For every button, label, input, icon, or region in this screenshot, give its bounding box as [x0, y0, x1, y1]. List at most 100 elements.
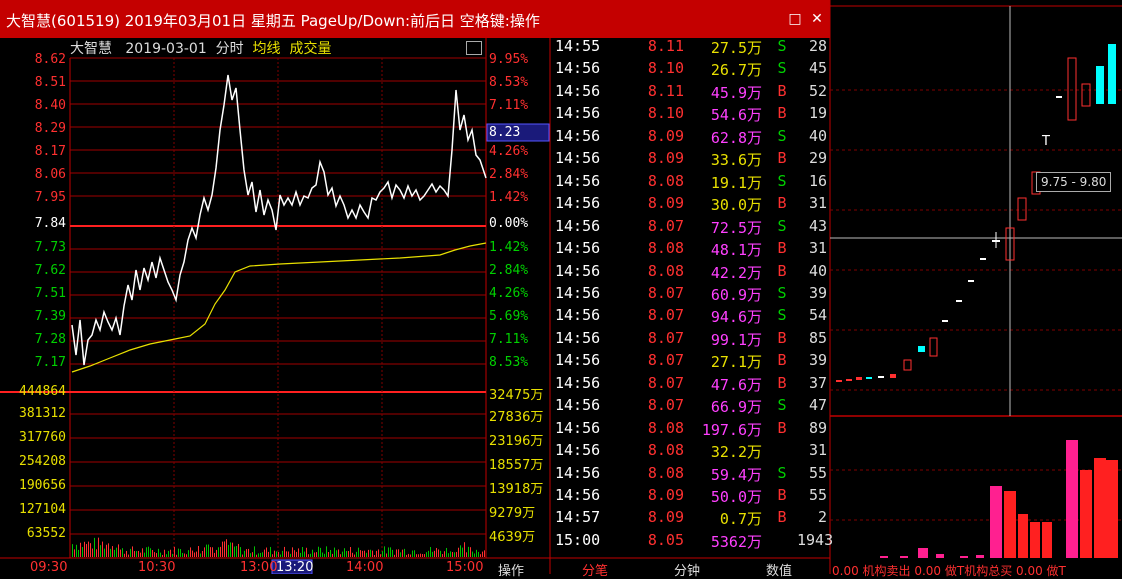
tick-price: 8.05	[647, 530, 684, 549]
price-label-left: 8.06	[34, 167, 66, 182]
tick-time: 14:57	[555, 508, 601, 527]
volume-label-right: 32475万	[489, 388, 544, 403]
current-price-tag: 8.23	[489, 125, 521, 140]
tick-volume: 47.6万	[710, 375, 762, 394]
tick-price: 8.07	[647, 373, 684, 392]
price-label-left: 7.73	[34, 240, 66, 255]
tick-price: 8.07	[647, 396, 684, 415]
tab-ticks[interactable]: 分笔	[582, 564, 609, 579]
tick-count: 45	[808, 59, 827, 78]
tick-time: 14:56	[555, 418, 601, 437]
tick-volume: 45.9万	[710, 83, 762, 102]
tick-price: 8.07	[647, 306, 684, 325]
volume-label-right: 9279万	[489, 506, 536, 521]
tick-side: B	[777, 328, 787, 347]
tick-volume: 94.6万	[710, 308, 762, 327]
kline-t-marker: T	[1042, 134, 1050, 149]
tick-side: S	[777, 171, 787, 190]
tick-volume: 30.0万	[710, 196, 762, 215]
tick-count: 28	[808, 37, 827, 55]
tick-count: 2	[817, 508, 827, 527]
kline-volume-bars	[880, 440, 1118, 558]
tick-count: 52	[808, 81, 827, 100]
tick-time: 15:00	[555, 530, 601, 549]
tick-count: 31	[808, 239, 827, 258]
tick-volume: 60.9万	[710, 285, 762, 304]
tick-count: 29	[808, 149, 827, 168]
time-label-1030: 10:30	[138, 560, 176, 575]
tick-side: B	[777, 239, 787, 258]
tick-volume: 59.4万	[710, 465, 762, 484]
tick-volume: 66.9万	[710, 398, 762, 417]
tick-price: 8.11	[647, 81, 684, 100]
tab-value[interactable]: 数值	[766, 564, 793, 579]
tick-price: 8.07	[647, 283, 684, 302]
tick-price: 8.09	[647, 486, 684, 504]
tick-count: 55	[808, 486, 827, 504]
price-label-left: 8.29	[34, 121, 66, 136]
tab-operate[interactable]: 操作	[498, 564, 525, 579]
tick-volume: 48.1万	[710, 241, 762, 260]
tick-price: 8.09	[647, 508, 684, 527]
tick-volume: 5362万	[710, 532, 762, 551]
tick-volume: 26.7万	[710, 61, 762, 80]
restore-button[interactable]: □	[788, 11, 802, 27]
price-label-left: 7.84	[34, 216, 66, 231]
tick-volume: 32.2万	[710, 443, 762, 462]
tick-price: 8.08	[647, 463, 684, 482]
tick-volume: 27.5万	[710, 39, 762, 57]
tick-side: S	[777, 306, 787, 325]
tick-side: S	[777, 59, 787, 78]
tick-time: 14:56	[555, 351, 601, 370]
tab-minute[interactable]: 分钟	[674, 564, 701, 579]
tick-side: B	[777, 508, 787, 527]
price-label-left: 8.51	[34, 75, 66, 90]
volume-label-left: 381312	[19, 406, 66, 421]
tick-price: 8.09	[647, 126, 684, 145]
tick-price: 8.08	[647, 239, 684, 258]
percent-label-right: 2.84%	[489, 263, 529, 278]
tick-time: 14:56	[555, 194, 601, 213]
percent-label-right: 9.95%	[489, 52, 529, 67]
tick-price: 8.11	[647, 37, 684, 55]
tick-volume: 197.6万	[701, 420, 762, 439]
vwap-legend: 均线	[252, 41, 281, 57]
chart-header: 大智慧 2019-03-01 分时 均线 成交量	[70, 38, 331, 58]
percent-label-right: 0.00%	[489, 216, 529, 231]
volume-label-left: 63552	[26, 526, 66, 541]
tick-time: 14:55	[555, 37, 601, 55]
tick-time: 14:56	[555, 126, 601, 145]
volume-label-right: 18557万	[489, 458, 544, 473]
time-label-1500: 15:00	[446, 560, 484, 575]
panel-toggle-icon[interactable]	[466, 41, 482, 55]
percent-label-right: 8.53%	[489, 355, 529, 370]
vwap-line	[71, 242, 487, 373]
tick-count: 40	[808, 126, 827, 145]
tick-side: S	[777, 463, 787, 482]
tick-side: S	[777, 216, 787, 235]
tick-count: 85	[808, 328, 827, 347]
tick-time: 14:56	[555, 373, 601, 392]
volume-label-left: 254208	[19, 454, 66, 469]
tick-time: 14:56	[555, 306, 601, 325]
tick-side: S	[777, 283, 787, 302]
tick-count: 39	[808, 351, 827, 370]
candles	[836, 44, 1116, 382]
volume-bars	[72, 537, 485, 557]
close-button[interactable]: ✕	[811, 11, 823, 27]
tick-price: 8.07	[647, 351, 684, 370]
tick-count: 37	[808, 373, 827, 392]
tick-price: 8.07	[647, 328, 684, 347]
kline-range-tooltip: 9.75 - 9.80	[1036, 172, 1112, 192]
chart-date: 2019-03-01	[125, 41, 207, 57]
tick-time: 14:56	[555, 283, 601, 302]
price-label-left: 7.28	[34, 332, 66, 347]
tick-count: 31	[808, 441, 827, 460]
price-label-left: 7.95	[34, 190, 66, 205]
tick-volume: 0.7万	[719, 510, 762, 529]
percent-label-right: 5.69%	[489, 309, 529, 324]
percent-label-right: 7.11%	[489, 332, 529, 347]
tick-time: 14:56	[555, 81, 601, 100]
volume-label-left: 127104	[19, 502, 66, 517]
tick-side: S	[777, 37, 787, 55]
